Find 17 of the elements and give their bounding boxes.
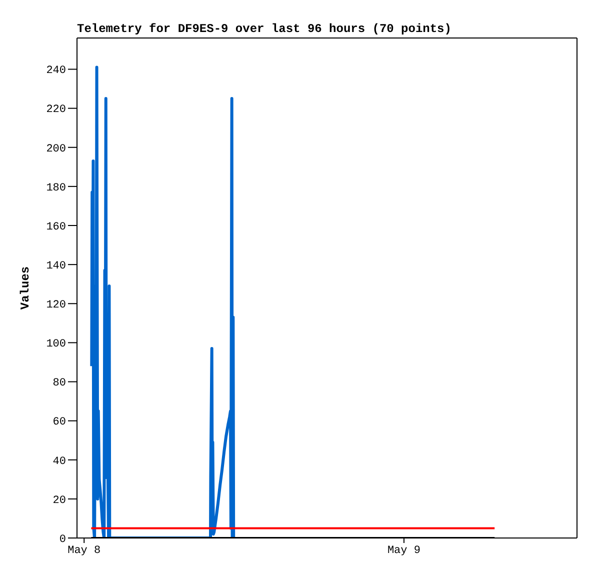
- y-tick-label: 200: [46, 143, 66, 156]
- y-tick-label: 140: [46, 260, 66, 272]
- x-tick-label: May 8: [68, 544, 101, 557]
- y-tick-label: 40: [52, 456, 66, 468]
- y-tick-label: 20: [52, 494, 66, 507]
- y-tick-label: 120: [46, 300, 66, 312]
- y-axis-title: Values: [18, 266, 32, 310]
- chart-title: Telemetry for DF9ES-9 over last 96 hours (70 points): [77, 22, 452, 36]
- y-tick-label: 220: [46, 104, 66, 116]
- x-tick-label: May 9: [387, 544, 420, 557]
- y-tick-label: 80: [52, 378, 66, 390]
- y-tick-label: 0: [59, 534, 66, 546]
- y-tick-label: 60: [52, 416, 66, 429]
- y-tick-label: 240: [46, 65, 66, 78]
- y-tick-label: 160: [46, 221, 66, 234]
- y-tick-label: 100: [46, 338, 66, 351]
- y-tick-label: 180: [46, 182, 66, 194]
